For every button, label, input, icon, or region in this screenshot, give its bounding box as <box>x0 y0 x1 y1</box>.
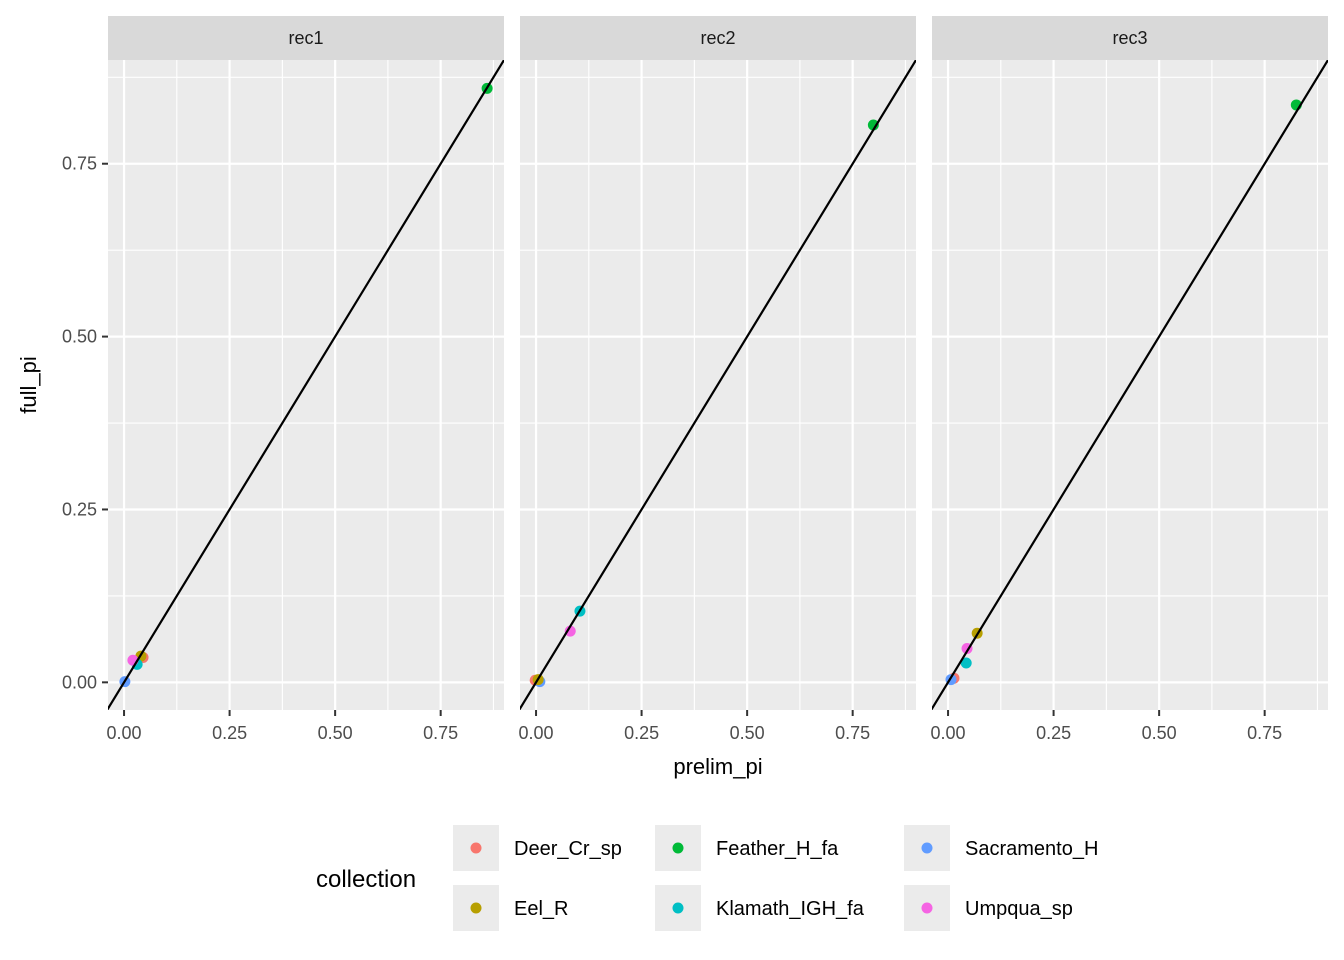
legend: collection Deer_Cr_sp Eel_R Feather_H_fa Kl… <box>316 825 1098 931</box>
x-axis-title: prelim_pi <box>673 754 762 779</box>
legend-label: Umpqua_sp <box>965 898 1073 920</box>
x-tick-label: 0.75 <box>423 723 458 743</box>
x-tick-label: 0.75 <box>835 723 870 743</box>
x-tick-label: 0.25 <box>624 723 659 743</box>
legend-label: Feather_H_fa <box>716 838 839 860</box>
reference-line <box>520 60 916 710</box>
x-tick-label: 0.00 <box>107 723 142 743</box>
facet-strip <box>932 16 1328 60</box>
legend-key-point <box>672 842 684 854</box>
y-axis: 0.00 0.25 0.50 0.75 <box>62 154 108 692</box>
legend-key-point <box>921 902 933 914</box>
legend-label: Eel_R <box>514 898 568 920</box>
point-Feather_H_fa <box>867 119 879 131</box>
facet-panel-rec2: rec2 0.00 0.25 0.50 0.75 <box>519 16 916 743</box>
x-tick-label: 0.50 <box>1142 723 1177 743</box>
y-axis-title: full_pi <box>16 356 41 413</box>
legend-key-point <box>921 842 933 854</box>
legend-label: Deer_Cr_sp <box>514 838 622 860</box>
facet-strip <box>520 16 916 60</box>
legend-key-point <box>470 902 482 914</box>
point-Klamath_IGH_fa <box>960 657 972 669</box>
point-Umpqua_sp <box>564 625 576 637</box>
legend-label: Klamath_IGH_fa <box>716 898 865 920</box>
facet-panels: rec1 0.00 0.25 0.50 0.75 rec2 0.00 0.25 0.50 0.75… <box>107 16 1328 743</box>
x-tick-label: 0.00 <box>931 723 966 743</box>
y-tick-label: 0.25 <box>62 499 97 519</box>
x-tick-label: 0.00 <box>519 723 554 743</box>
legend-title: collection <box>316 866 416 893</box>
x-tick-label: 0.25 <box>1036 723 1071 743</box>
legend-entry: Deer_Cr_sp <box>453 825 622 871</box>
facet-strip <box>108 16 504 60</box>
facet-strip-label: rec3 <box>1112 28 1147 48</box>
legend-key-point <box>470 842 482 854</box>
legend-label: Sacramento_H <box>965 838 1098 860</box>
legend-entry: Eel_R <box>453 885 568 931</box>
y-tick-label: 0.50 <box>62 327 97 347</box>
x-tick-label: 0.25 <box>212 723 247 743</box>
legend-key-point <box>672 902 684 914</box>
facet-strip-label: rec1 <box>288 28 323 48</box>
legend-entry: Sacramento_H <box>904 825 1098 871</box>
y-tick-label: 0.00 <box>62 672 97 692</box>
x-tick-label: 0.50 <box>318 723 353 743</box>
x-tick-label: 0.75 <box>1247 723 1282 743</box>
facet-strip-label: rec2 <box>700 28 735 48</box>
reference-line <box>108 60 504 710</box>
reference-line <box>932 60 1328 710</box>
y-tick-label: 0.75 <box>62 154 97 174</box>
legend-entry: Feather_H_fa <box>655 825 839 871</box>
legend-entry: Klamath_IGH_fa <box>655 885 865 931</box>
legend-entry: Umpqua_sp <box>904 885 1073 931</box>
facet-panel-rec1: rec1 0.00 0.25 0.50 0.75 <box>107 16 504 743</box>
facet-panel-rec3: rec3 0.00 0.25 0.50 0.75 <box>931 16 1328 743</box>
x-tick-label: 0.50 <box>730 723 765 743</box>
